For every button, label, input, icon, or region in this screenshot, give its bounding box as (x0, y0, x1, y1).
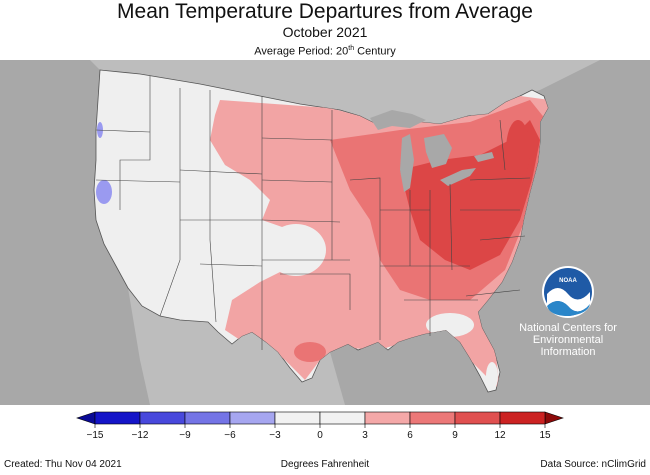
color-legend: −15 −12 −9 −6 −3 0 3 6 9 12 15 (76, 411, 564, 441)
lake-huron (424, 134, 452, 168)
border-west-2 (95, 129, 151, 133)
border-plains-2 (261, 137, 333, 141)
legend-swatch (139, 411, 186, 425)
average-period: Average Period: 20th Century (0, 42, 650, 59)
legend-swatch (229, 411, 276, 425)
lake-ontario (474, 152, 494, 162)
legend-tick-label: 9 (452, 430, 458, 441)
map-title: Mean Temperature Departures from Average (117, 0, 533, 23)
border-west-4 (159, 88, 181, 317)
units-label: Degrees Fahrenheit (280, 459, 370, 470)
noaa-caption-line-1: National Centers for (519, 322, 617, 334)
border-east-6 (499, 119, 506, 171)
legend-arrow-high (544, 411, 564, 425)
neutral-patch-southeast (426, 313, 474, 337)
noaa-logo-bird (547, 288, 590, 312)
canada-land (90, 60, 600, 126)
data-source: Data Source: nClimGrid (540, 459, 646, 470)
noaa-logo-text: NOAA (559, 278, 577, 284)
legend-tick-label: 6 (407, 430, 413, 441)
legend-tick-label: 0 (317, 430, 323, 441)
created-date: Created: Thu Nov 04 2021 (4, 459, 122, 470)
temperature-map: NOAA (0, 60, 650, 405)
period-prefix: Average Period: 20 (254, 45, 349, 58)
legend-swatch (454, 411, 501, 425)
warm-dark-region (400, 120, 540, 270)
period-suffix: Century (354, 45, 396, 58)
legend-tick-label: 3 (362, 430, 368, 441)
legend-swatch (184, 411, 231, 425)
border-west-1 (119, 76, 151, 210)
border-mountain-2 (179, 169, 263, 175)
legend-tick-label: −9 (179, 430, 191, 441)
warm-mid-texas (294, 342, 326, 362)
legend-swatch (499, 411, 546, 425)
state-borders (95, 76, 531, 350)
legend-swatch (409, 411, 456, 425)
legend-swatch (319, 411, 366, 425)
noaa-logo-water (547, 301, 590, 316)
legend-tick-label: 15 (539, 430, 551, 441)
border-mountain-4 (199, 263, 263, 267)
mexico-land (128, 288, 345, 405)
legend-tick-label: 12 (494, 430, 506, 441)
neutral-patch-florida (486, 362, 498, 390)
cool-patch-nevada (96, 180, 112, 204)
border-west-3 (95, 179, 181, 183)
noaa-caption-line-3: Information (540, 346, 596, 358)
legend-tick-label: −15 (87, 430, 104, 441)
noaa-logo: NOAA (542, 266, 594, 318)
border-east-3 (469, 177, 531, 181)
legend-swatch (364, 411, 411, 425)
warm-dark-northeast (506, 120, 530, 180)
legend-swatch (94, 411, 141, 425)
legend-arrow-low (76, 411, 96, 425)
border-plains-6 (280, 273, 351, 310)
legend-tick-label: −12 (132, 430, 149, 441)
lake-michigan (400, 134, 414, 192)
border-east-7 (479, 235, 526, 241)
legend-ticks: −15 −12 −9 −6 −3 0 3 6 9 12 15 (87, 424, 551, 441)
noaa-caption: National Centers for Environmental Infor… (518, 322, 618, 358)
noaa-caption-line-2: Environmental (532, 334, 604, 346)
border-plains-3 (261, 179, 333, 183)
legend-tick-label: −6 (224, 430, 236, 441)
border-mountain-1 (209, 90, 217, 323)
neutral-patch-plains (266, 224, 326, 276)
map-subtitle: October 2021 (282, 24, 368, 40)
period-superscript: th (348, 45, 355, 52)
legend-bar (76, 411, 564, 425)
lake-erie (440, 168, 476, 186)
legend-swatch (274, 411, 321, 425)
border-midwest-2 (349, 177, 381, 340)
border-east-4 (465, 289, 521, 297)
border-plains-4 (261, 219, 341, 223)
border-east-1 (449, 183, 453, 271)
legend-tick-label: −3 (269, 430, 281, 441)
lake-superior (370, 110, 426, 130)
